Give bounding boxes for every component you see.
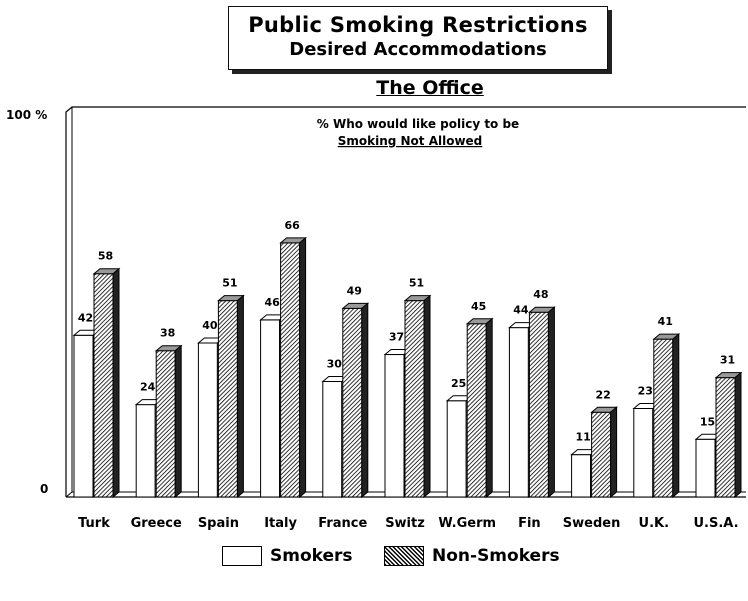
value-label-non-smokers-sweden: 22: [595, 388, 610, 401]
value-label-non-smokers-turk: 58: [98, 250, 113, 263]
value-label-smokers-greece: 24: [140, 381, 156, 394]
value-label-smokers-fin: 44: [513, 304, 529, 317]
x-tick-label-switz: Switz: [385, 516, 425, 531]
bar-non-smokers-spain: [217, 294, 245, 499]
value-label-non-smokers-wgerm: 45: [471, 300, 486, 313]
annotation-line-1: % Who would like policy to be: [317, 117, 519, 131]
x-tick-label-uk: U.K.: [639, 516, 670, 531]
annotation-line-2: Smoking Not Allowed: [338, 134, 483, 148]
x-tick-label-italy: Italy: [264, 516, 297, 531]
legend-item-nonsmokers: Non-Smokers: [384, 546, 560, 566]
value-label-non-smokers-spain: 51: [222, 277, 237, 290]
value-label-smokers-spain: 40: [202, 319, 218, 332]
bar-chart: % Who would like policy to be Smoking No…: [6, 106, 746, 531]
x-tick-label-sweden: Sweden: [563, 516, 621, 531]
value-label-smokers-usa: 15: [700, 415, 715, 428]
value-label-non-smokers-switz: 51: [409, 277, 424, 290]
value-label-smokers-turk: 42: [78, 311, 93, 324]
value-label-smokers-uk: 23: [638, 384, 653, 397]
x-tick-label-greece: Greece: [131, 516, 182, 531]
x-tick-label-wgerm: W.Germ: [438, 516, 496, 531]
value-label-smokers-wgerm: 25: [451, 377, 466, 390]
value-label-non-smokers-uk: 41: [658, 315, 673, 328]
bar-non-smokers-greece: [154, 344, 183, 499]
y-tick-0: 0: [40, 482, 48, 496]
legend-label-smokers: Smokers: [270, 546, 353, 566]
bar-non-smokers-wgerm: [465, 317, 494, 499]
bar-non-smokers-switz: [403, 294, 432, 499]
chart-title: Public Smoking Restrictions: [248, 13, 588, 37]
x-tick-label-fin: Fin: [518, 516, 541, 531]
value-label-smokers-switz: 37: [389, 331, 404, 344]
y-tick-100: 100 %: [6, 108, 47, 122]
y-axis: [65, 106, 746, 497]
x-tick-label-france: France: [318, 516, 367, 531]
value-label-smokers-france: 30: [327, 358, 343, 371]
bar-non-smokers-uk: [652, 333, 681, 499]
legend: Smokers Non-Smokers: [0, 546, 748, 586]
bar-non-smokers-turk: [92, 267, 121, 499]
legend-item-smokers: Smokers: [222, 546, 353, 566]
title-box: Public Smoking Restrictions Desired Acco…: [228, 6, 608, 70]
bar-non-smokers-sweden: [590, 406, 618, 499]
legend-swatch-smokers: [222, 546, 262, 566]
bar-non-smokers-italy: [279, 236, 307, 499]
value-label-non-smokers-france: 49: [347, 284, 362, 297]
value-label-non-smokers-greece: 38: [160, 327, 175, 340]
x-tick-label-usa: U.S.A.: [693, 516, 738, 531]
legend-label-nonsmokers: Non-Smokers: [432, 546, 560, 566]
value-label-smokers-sweden: 11: [575, 431, 590, 444]
legend-swatch-nonsmokers: [384, 546, 424, 566]
bars-group: 42 58 Turk 24 38 Greece 40 51 Spain 46 66 Italy 30 49…: [72, 219, 743, 531]
value-label-non-smokers-fin: 48: [533, 288, 548, 301]
bar-non-smokers-fin: [528, 306, 556, 499]
section-title: The Office: [376, 77, 484, 99]
bar-non-smokers-france: [341, 302, 370, 499]
value-label-smokers-italy: 46: [264, 296, 280, 309]
chart-subtitle: Desired Accommodations: [289, 39, 547, 60]
value-label-non-smokers-italy: 66: [284, 219, 300, 232]
value-label-non-smokers-usa: 31: [720, 354, 735, 367]
x-tick-label-spain: Spain: [198, 516, 239, 531]
x-tick-label-turk: Turk: [78, 516, 110, 531]
bar-non-smokers-usa: [714, 371, 743, 499]
